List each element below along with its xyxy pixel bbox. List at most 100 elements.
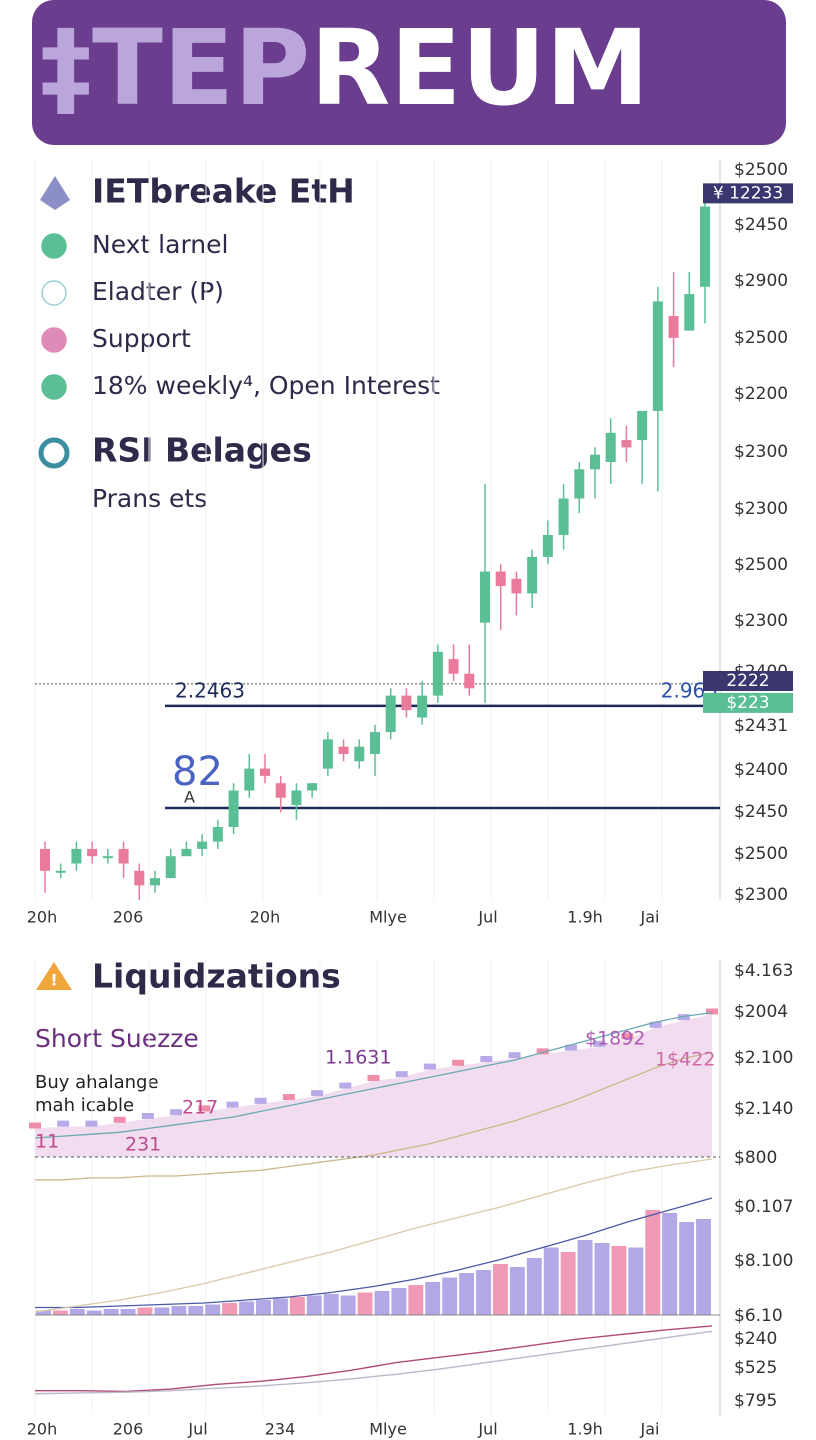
candle-body: [464, 673, 475, 689]
rsi-icon: [38, 437, 70, 469]
volume-bar: [408, 1285, 424, 1315]
candle-body: [181, 848, 192, 857]
volume-bar: [52, 1310, 68, 1315]
x-tick-label: Mlye: [369, 908, 407, 927]
candle-body: [417, 695, 428, 718]
volume-bar: [120, 1309, 136, 1315]
candle-body: [228, 790, 239, 827]
y-axis-label: $6.10: [734, 1306, 783, 1326]
liq-bar: [226, 1101, 239, 1108]
trend-line: [35, 1051, 713, 1181]
volume-bar: [103, 1309, 119, 1315]
candle-body: [542, 535, 553, 557]
liq-bar: [141, 1113, 154, 1119]
candle-body: [244, 768, 255, 791]
liq-bar: [367, 1075, 380, 1081]
volume-bar: [645, 1210, 661, 1315]
liq-bar: [311, 1090, 324, 1097]
liq-bar: [452, 1059, 465, 1066]
chart-subtitle: Short Suezze: [35, 1024, 199, 1053]
x-tick-label: Jul: [477, 1420, 497, 1439]
candle-body: [448, 659, 459, 674]
candle-body: [432, 651, 443, 696]
annotation: 1.1631: [325, 1047, 391, 1069]
candle-body: [652, 301, 663, 411]
candle-body: [668, 316, 679, 338]
volume-bar: [662, 1213, 678, 1315]
candle-body: [55, 870, 66, 873]
legend-swatch: [41, 233, 67, 259]
candle-body: [291, 790, 302, 806]
y-axis-label: $2500: [734, 328, 788, 348]
y-axis-label: $525: [734, 1358, 777, 1378]
annotation: 1$422: [655, 1049, 715, 1071]
candle-body: [118, 848, 129, 864]
volume-bar: [154, 1307, 170, 1315]
y-axis-label: $2500: [734, 555, 788, 575]
liq-bar: [677, 1014, 690, 1021]
y-axis-label: $2500: [734, 844, 788, 864]
y-axis-label: $795: [734, 1391, 777, 1411]
liq-bar: [198, 1105, 211, 1112]
annotation: 217: [182, 1097, 218, 1119]
volume-bar: [205, 1304, 221, 1315]
price-tag-label: 2222: [726, 671, 769, 691]
volume-line: [35, 1197, 713, 1309]
candle-body: [275, 783, 286, 798]
volume-bar: [36, 1310, 51, 1315]
volume-bar: [306, 1295, 322, 1315]
candle-body: [495, 571, 506, 587]
y-axis-label: $2300: [734, 885, 788, 905]
candle-body: [621, 440, 632, 448]
section-heading: RSI Belages: [92, 431, 312, 470]
volume-bar: [679, 1222, 695, 1315]
volume-bar: [543, 1247, 559, 1315]
legend-label: Next larnel: [92, 230, 228, 259]
volume-bar: [340, 1295, 356, 1315]
price-tag: [703, 692, 793, 713]
candle-body: [637, 410, 648, 441]
liq-bar: [564, 1044, 577, 1051]
price-line: [34, 1330, 713, 1395]
liq-bar: [29, 1122, 41, 1129]
volume-bar: [374, 1291, 390, 1315]
section-note: Prans ets: [92, 484, 207, 513]
liq-bar: [113, 1116, 126, 1123]
price-tag: [703, 183, 793, 204]
x-tick-label: 20h: [250, 908, 281, 927]
candle-body: [401, 695, 412, 711]
y-axis-label: $2500: [734, 160, 788, 180]
x-tick-label: Jai: [640, 908, 660, 927]
price-tag-label: $223: [726, 693, 769, 713]
volume-bar: [171, 1306, 187, 1315]
warning-icon: [36, 962, 72, 990]
x-tick-label: 1.9h: [567, 908, 603, 927]
liq-bar: [282, 1094, 295, 1100]
candle-body: [102, 856, 113, 859]
legend-label: Eladter (P): [92, 277, 224, 306]
volume-line: [34, 1158, 713, 1313]
volume-bar: [442, 1277, 458, 1315]
header-title: ‡TEPREUM: [40, 7, 649, 129]
y-axis-label: $2450: [734, 215, 788, 235]
liq-bar: [593, 1040, 606, 1047]
candle-body: [700, 206, 710, 287]
volume-bar: [594, 1243, 610, 1315]
volume-bar: [577, 1240, 593, 1315]
legend-swatch: [41, 280, 67, 306]
volume-bar: [492, 1264, 508, 1315]
candle-body: [71, 848, 82, 864]
candle-body: [212, 827, 223, 842]
candle-body: [354, 746, 365, 762]
x-tick-label: Jai: [640, 1420, 660, 1439]
candle-body: [480, 571, 490, 623]
volume-bar: [509, 1267, 525, 1315]
candle-body: [385, 695, 396, 733]
volume-bar: [391, 1288, 407, 1315]
price-line: [35, 1325, 713, 1393]
y-axis-label: $4.163: [734, 961, 793, 981]
liq-bar: [480, 1056, 493, 1062]
y-axis-label: $2200: [734, 384, 788, 404]
liq-bar: [508, 1052, 521, 1059]
